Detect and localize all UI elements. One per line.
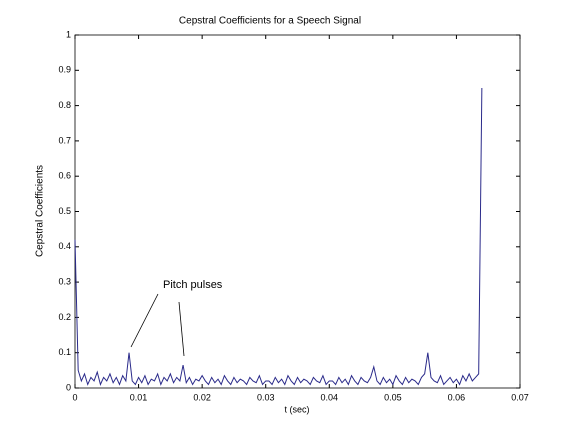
chart-title: Cepstral Coefficients for a Speech Signa… bbox=[179, 16, 361, 27]
annotation-arrow bbox=[178, 301, 185, 357]
y-tick-label: 0.6 bbox=[58, 171, 71, 181]
data-line bbox=[74, 87, 483, 386]
x-tick-label: 0.05 bbox=[384, 392, 402, 402]
x-tick-label: 0.01 bbox=[130, 392, 148, 402]
x-tick-label: 0.04 bbox=[321, 392, 339, 402]
y-tick-label: 0.2 bbox=[58, 312, 71, 322]
y-tick-label: 0.8 bbox=[58, 100, 71, 110]
y-tick-label: 0.1 bbox=[58, 347, 71, 357]
y-tick-label: 0.5 bbox=[58, 206, 71, 216]
x-tick-label: 0.02 bbox=[193, 392, 211, 402]
y-tick-label: 0.7 bbox=[58, 135, 71, 145]
annotation: Pitch pulses bbox=[163, 279, 223, 291]
x-tick-label: 0.06 bbox=[448, 392, 466, 402]
y-tick-label: 0 bbox=[66, 382, 71, 392]
x-tick-label: 0.07 bbox=[511, 392, 529, 402]
y-tick-label: 0.9 bbox=[58, 65, 71, 75]
x-axis-label: t (sec) bbox=[284, 404, 309, 414]
x-tick-label: 0 bbox=[72, 392, 77, 402]
y-tick-label: 0.4 bbox=[58, 241, 71, 251]
y-axis-label: Cepstral Coefficients bbox=[35, 165, 46, 257]
y-tick-label: 1 bbox=[66, 29, 71, 39]
y-tick-label: 0.3 bbox=[58, 276, 71, 286]
annotation-arrow bbox=[130, 293, 159, 348]
x-tick-label: 0.03 bbox=[257, 392, 275, 402]
